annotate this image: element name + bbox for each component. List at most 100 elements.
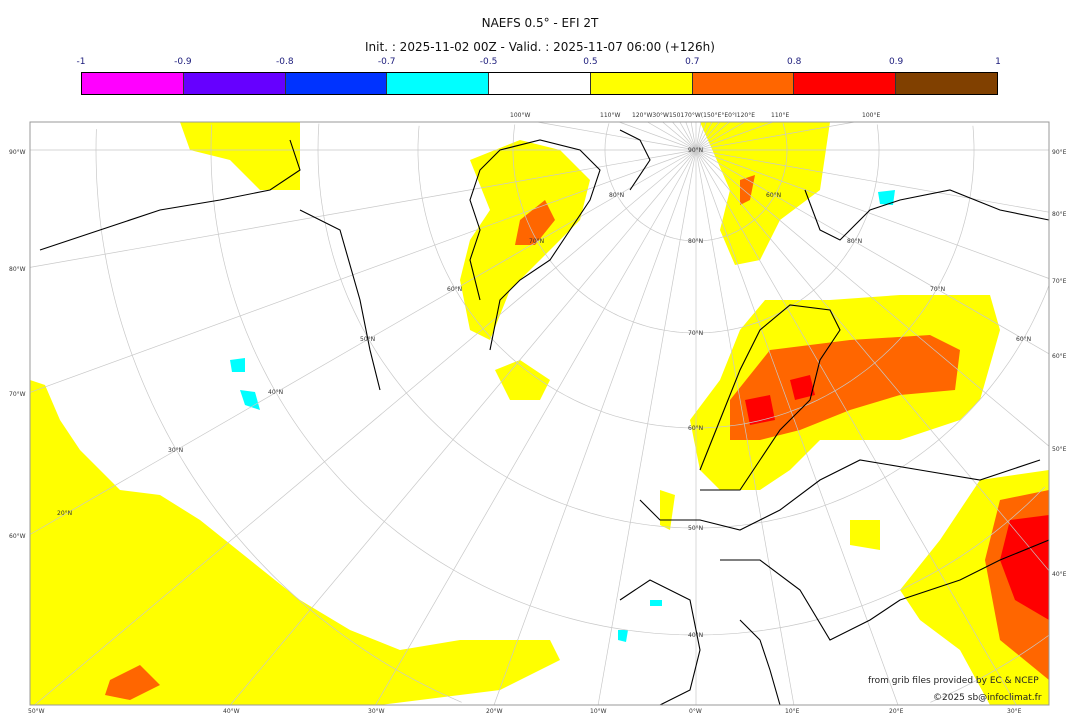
graticule [29, 121, 1050, 706]
latitude-circle [876, 124, 880, 150]
colorbar-tick-label: 0.9 [888, 57, 904, 67]
axis-label: 0°W [689, 708, 702, 715]
coastline [804, 189, 1050, 241]
meridian-line [662, 121, 697, 151]
efi-region-cyan [878, 190, 895, 205]
axis-label: 50°N [360, 336, 376, 343]
meridian-line [647, 121, 697, 151]
latitude-circle [604, 123, 788, 242]
axis-label: 40°N [688, 632, 704, 639]
axis-label: 70°N [930, 286, 946, 293]
colorbar-tick-label: 0.5 [583, 57, 598, 67]
meridian-line [695, 149, 1050, 279]
meridian-line [695, 121, 707, 151]
colorbar-segment [794, 73, 897, 94]
efi-region-orange [515, 200, 555, 245]
map-subtitle: Init. : 2025-11-02 00Z - Valid. : 2025-1… [365, 40, 715, 54]
efi-region-red [1000, 515, 1049, 620]
colorbar-tick-label: 1 [995, 57, 1001, 67]
axis-label: 30°W [368, 708, 385, 715]
map-frame [29, 121, 1050, 706]
map-area [29, 121, 1050, 706]
axis-label: 30°E [1007, 708, 1022, 715]
axis-label: 90°W [9, 149, 26, 156]
efi-region-yellow [180, 122, 300, 190]
meridian-line [679, 121, 697, 151]
colorbar-segment [896, 73, 998, 94]
efi-region-cyan [618, 630, 628, 642]
colorbar-tick-label: -0.5 [479, 57, 498, 67]
credit-source: from grib files provided by EC & NCEP [868, 676, 1039, 686]
latitude-circle [417, 125, 975, 429]
efi-region-yellow [660, 490, 675, 530]
colorbar-segment [82, 73, 184, 94]
axis-label: 80°N [847, 238, 863, 245]
axis-label: 100°W [510, 112, 531, 119]
latitude-circle [210, 124, 1046, 636]
colorbar-segment [387, 73, 490, 94]
colorbar-segment [590, 73, 693, 94]
colorbar-tick-label: -0.9 [174, 57, 192, 67]
meridian-line [29, 149, 697, 268]
efi-region-red [790, 375, 815, 400]
axis-label: 60°N [766, 192, 782, 199]
axis-label: 90°E [1052, 149, 1067, 156]
efi-region-yellow [30, 380, 560, 705]
latitude-circle [95, 129, 462, 703]
coastline [720, 539, 1050, 641]
axis-label: 40°W [223, 708, 240, 715]
axis-label: 70°N [688, 330, 704, 337]
axis-label: 110°E [771, 112, 790, 119]
axis-label: 70°N [529, 238, 545, 245]
axis-label: 90°N [688, 147, 704, 154]
meridian-line [695, 121, 745, 151]
meridian-line [695, 121, 713, 151]
axis-label: 20°E [889, 708, 904, 715]
efi-region-orange [105, 665, 160, 700]
axis-label: 80°E [1052, 211, 1067, 218]
axis-label: 50°N [688, 525, 704, 532]
meridian-line [695, 121, 730, 151]
coastlines [39, 129, 1050, 706]
axis-label: 60°E [1052, 353, 1067, 360]
efi-region-yellow [495, 360, 550, 400]
colorbar-segment [489, 73, 591, 94]
latitude-circle [930, 635, 1049, 703]
latitude-circle [512, 124, 880, 334]
axis-label: 80°N [688, 238, 704, 245]
colorbar-tick-label: 0.8 [787, 57, 802, 67]
axis-label: 50°W [28, 708, 45, 715]
coastline [299, 209, 381, 391]
meridian-line [695, 121, 774, 151]
coastline [739, 619, 781, 706]
meridian-line [695, 149, 1050, 213]
meridian-line [695, 149, 1017, 706]
axis-label: 40°N [268, 389, 284, 396]
efi-region-cyan [240, 390, 260, 410]
axis-label: 60°N [1016, 336, 1032, 343]
axis-label: 20°N [57, 510, 73, 517]
coastline [639, 459, 1041, 531]
axis-label: 50°E [1052, 446, 1067, 453]
efi-region-yellow [700, 122, 830, 265]
map-title: NAEFS 0.5° - EFI 2T [481, 16, 599, 30]
coastline [619, 129, 651, 191]
efi-region-red [745, 395, 775, 425]
meridian-line [695, 149, 1050, 447]
colorbar-tick-label: 0.7 [685, 57, 700, 67]
coastline [39, 139, 301, 251]
meridian-line [493, 149, 697, 706]
colorbar-segment [692, 73, 795, 94]
meridian-line [597, 149, 697, 706]
meridian-line [695, 149, 795, 706]
axis-label: 60°W [9, 533, 26, 540]
colorbar-segment [183, 73, 286, 94]
colorbar-tick-label: -1 [76, 57, 86, 67]
colorbar-tick-label: -0.8 [275, 57, 294, 67]
meridian-line [672, 121, 697, 151]
meridian-line [695, 149, 1050, 571]
meridian-line [690, 121, 697, 151]
efi-region-orange [730, 335, 960, 440]
colorbar-tick-label: -0.7 [377, 57, 396, 67]
